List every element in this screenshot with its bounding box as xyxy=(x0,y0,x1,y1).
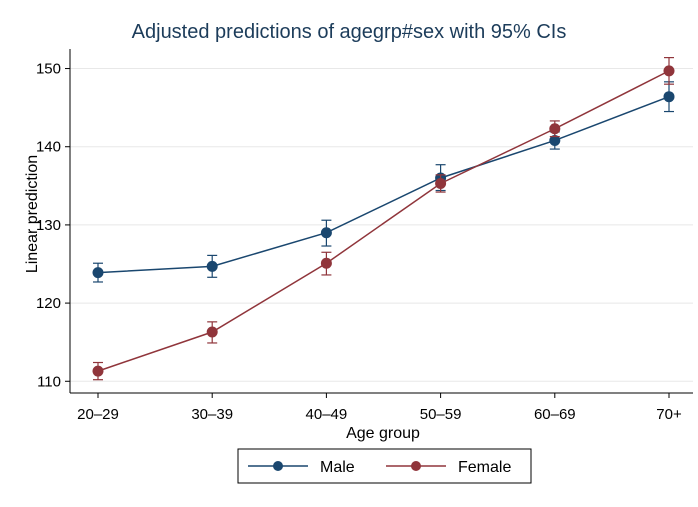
x-ticks: 20–29 30–39 40–49 50–59 60–69 70+ xyxy=(77,393,682,423)
data-point-female xyxy=(92,365,104,377)
y-tick-label: 120 xyxy=(36,295,61,312)
y-axis-title: Linear prediction xyxy=(24,155,41,273)
x-tick-label: 20–29 xyxy=(77,406,119,423)
x-tick-label: 50–59 xyxy=(420,406,462,423)
series-male xyxy=(92,81,675,283)
data-point-female xyxy=(435,177,447,189)
chart-title: Adjusted predictions of agegrp#sex with … xyxy=(132,21,567,43)
series-line-male xyxy=(97,95,670,274)
data-point-male xyxy=(92,267,104,279)
data-point-male xyxy=(549,134,561,146)
x-tick-label: 40–49 xyxy=(306,406,348,423)
data-point-male xyxy=(206,260,218,272)
data-point-female xyxy=(549,123,561,135)
x-tick-label: 30–39 xyxy=(191,406,233,423)
x-tick-label: 70+ xyxy=(656,406,682,423)
legend-marker-male xyxy=(273,461,283,471)
y-ticks: 110 120 130 140 150 xyxy=(36,61,70,390)
series-female xyxy=(92,56,675,381)
series-line-female xyxy=(97,70,670,372)
data-point-male xyxy=(320,227,332,239)
y-tick-label: 140 xyxy=(36,139,61,156)
y-tick-label: 130 xyxy=(36,217,61,234)
legend: Male Female xyxy=(237,448,532,484)
legend-label-male: Male xyxy=(320,459,355,476)
axes xyxy=(69,49,693,394)
y-tick-label: 110 xyxy=(37,373,61,390)
y-tick-label: 150 xyxy=(36,61,61,78)
x-tick-label: 60–69 xyxy=(534,406,576,423)
series-layer xyxy=(92,56,675,381)
data-point-female xyxy=(320,257,332,269)
legend-marker-female xyxy=(411,461,421,471)
data-point-male xyxy=(663,91,675,103)
data-point-female xyxy=(206,326,218,338)
data-point-female xyxy=(663,65,675,77)
x-axis-title: Age group xyxy=(346,425,420,442)
legend-label-female: Female xyxy=(458,459,511,476)
